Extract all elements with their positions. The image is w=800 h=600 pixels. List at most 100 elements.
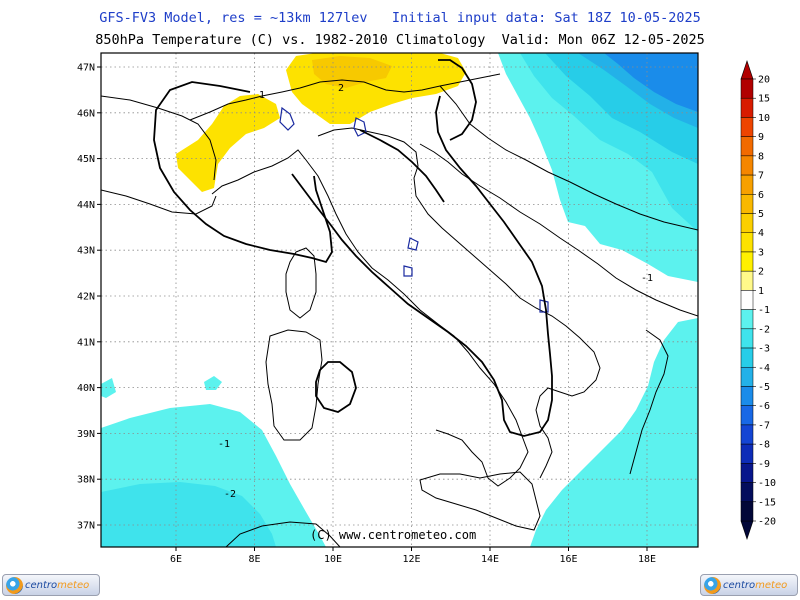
contour-ne-loop: [438, 59, 477, 141]
coast-corsica: [285, 247, 317, 319]
colorbar-label: -7: [758, 420, 770, 431]
colorbar-label: -8: [758, 440, 770, 451]
coast-tunisia: [225, 521, 341, 547]
colorbar-label: 10: [758, 113, 770, 124]
colorbar-swatch: [740, 328, 754, 349]
colorbar-swatch: [740, 309, 754, 330]
colorbar-swatch: [740, 270, 754, 291]
contour-label-minus1-se: -1: [641, 273, 653, 284]
colorbar-label: 4: [758, 228, 764, 239]
title-model-info: GFS-FV3 Model, res = ~13km 127lev Initia…: [99, 10, 701, 26]
contour-apennine: [291, 95, 553, 437]
coast-france: [101, 189, 217, 215]
logo-right-word1: centro: [723, 579, 756, 591]
colorbar-label: -20: [758, 517, 776, 528]
anomaly-area-plus1-alps-west: [176, 94, 280, 192]
lon-label: 16E: [559, 554, 577, 565]
colorbar-label: 15: [758, 94, 770, 105]
lat-label: 40N: [77, 383, 95, 394]
coast-sicily: [419, 471, 541, 531]
contour-label-plus1: 1: [259, 90, 265, 101]
colorbar-swatch: [740, 290, 754, 310]
logo-left-word1: centro: [25, 579, 58, 591]
colorbar-swatch: [740, 424, 754, 445]
colorbar-swatch: [740, 97, 754, 118]
colorbar-swatch: [740, 386, 754, 406]
lat-label: 47N: [77, 63, 95, 74]
colorbar-swatch: [740, 443, 754, 464]
contour-west: [153, 81, 333, 264]
climatology-contours: [153, 59, 553, 437]
colorbar-label: 3: [758, 247, 764, 258]
contour-sardinia-loop: [315, 361, 357, 413]
lat-label: 46N: [77, 108, 95, 119]
colorbar-label: -1: [758, 305, 770, 316]
anomaly-fields: [101, 53, 698, 547]
colorbar-swatch: [740, 117, 754, 137]
contour-label-plus2: 2: [338, 83, 344, 94]
lake-maggiore: [279, 106, 295, 131]
lat-label: 44N: [77, 200, 95, 211]
colorbar-label: -3: [758, 344, 770, 355]
coast-italy-adriatic: [317, 127, 601, 479]
coast-dalmatia: [419, 143, 698, 317]
centrometeo-logo-left[interactable]: centro meteo: [2, 574, 100, 596]
anomaly-area-minus1-small: [101, 378, 116, 398]
globe-icon: [704, 576, 721, 594]
colorbar-top-arrow: [740, 60, 754, 80]
credit-text: (C) www.centrometeo.com: [310, 528, 476, 542]
lat-label: 38N: [77, 475, 95, 486]
colorbar-bottom-arrow: [740, 520, 754, 540]
colorbar-label: -9: [758, 459, 770, 470]
colorbar-label: -15: [758, 497, 776, 508]
colorbar-swatch: [740, 194, 754, 214]
lon-label: 6E: [170, 554, 182, 565]
colorbar-swatch: [740, 501, 754, 522]
lat-label: 43N: [77, 246, 95, 257]
colorbar-label: 1: [758, 286, 764, 297]
colorbar-labels: 20 15 10 9 8 7 6 5 4 3 2 1 -1 -2 -3 -4 -5 -6 -7 -8 -9 -10 -15 -…: [753, 75, 776, 528]
globe-icon: [6, 576, 23, 594]
lat-label: 39N: [77, 429, 95, 440]
colorbar-swatch: [740, 78, 754, 99]
colorbar-label: 8: [758, 151, 764, 162]
contour-label-minus1-sw: -1: [218, 439, 230, 450]
colorbar-label: 6: [758, 190, 764, 201]
colorbar-swatch: [740, 347, 754, 368]
colorbar-label: -2: [758, 324, 770, 335]
anomaly-area-minus5-ne: [604, 53, 698, 112]
lon-label: 14E: [481, 554, 499, 565]
anomaly-area-plus2-alps: [312, 56, 392, 88]
coast-greece: [629, 329, 669, 475]
contour-value-labels: 2 1 -1 -1 -2: [218, 83, 653, 500]
coast-sardinia: [265, 329, 323, 441]
colorbar-swatch: [740, 136, 754, 157]
lon-label: 12E: [402, 554, 420, 565]
contour-label-minus2-sw: -2: [224, 489, 236, 500]
anomaly-area-minus2-sw: [101, 482, 276, 547]
colorbar-label: 2: [758, 267, 764, 278]
colorbar-label: -6: [758, 401, 770, 412]
colorbar-label: -10: [758, 478, 776, 489]
anomaly-area-minus1-se: [530, 318, 698, 547]
lon-label: 8E: [248, 554, 260, 565]
border-france-switzerland: [101, 95, 217, 181]
colorbar-label: -4: [758, 363, 770, 374]
colorbar-swatch: [740, 232, 754, 253]
logo-right-word2: meteo: [755, 579, 788, 591]
colorbar-swatch: [740, 155, 754, 176]
lat-label: 42N: [77, 292, 95, 303]
lon-label: 10E: [324, 554, 342, 565]
centrometeo-logo-right[interactable]: centro meteo: [700, 574, 798, 596]
colorbar-swatch: [740, 405, 754, 426]
anomaly-area-minus1-dot: [204, 376, 222, 390]
colorbar: [740, 60, 754, 540]
colorbar-swatch: [740, 463, 754, 483]
colorbar-swatch: [740, 213, 754, 233]
lake-trasimeno: [407, 237, 419, 251]
longitude-labels: 6E 8E 10E 12E 14E 16E 18E: [170, 547, 656, 565]
lon-label: 18E: [638, 554, 656, 565]
colorbar-swatch: [740, 367, 754, 387]
colorbar-swatch: [740, 251, 754, 272]
